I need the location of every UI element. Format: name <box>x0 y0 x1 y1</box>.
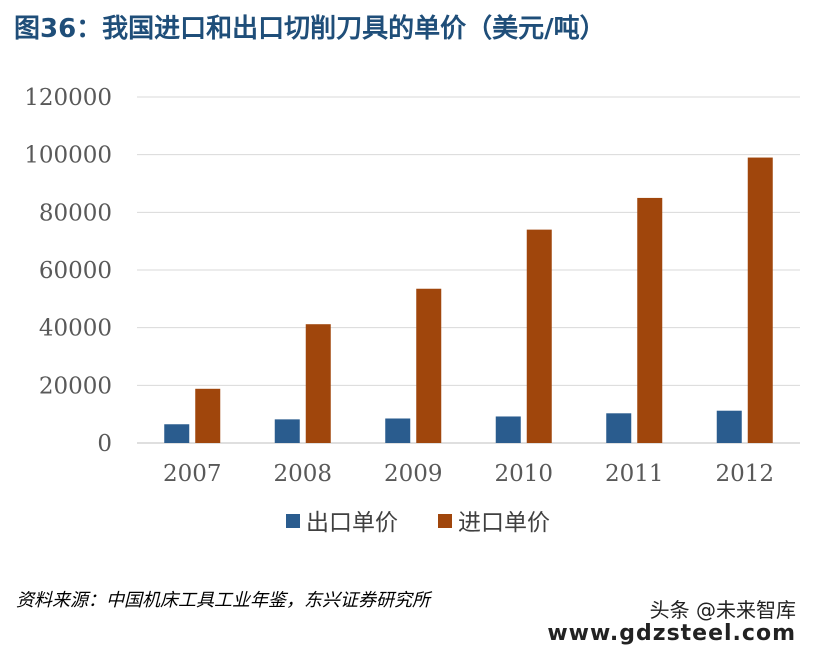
legend-swatch <box>286 514 300 528</box>
x-tick-label: 2011 <box>605 461 664 487</box>
legend: 出口单价 进口单价 <box>286 510 550 536</box>
bar-export-2012 <box>716 410 742 443</box>
bar-import-2012 <box>747 157 773 444</box>
bar-export-2009 <box>385 418 411 443</box>
legend-label: 进口单价 <box>458 510 550 536</box>
y-tick-label: 100000 <box>24 143 112 169</box>
source-note: 资料来源：中国机床工具工业年鉴，东兴证券研究所 <box>16 590 430 611</box>
y-tick-label: 40000 <box>39 316 112 342</box>
watermark: 头条 @未来智库 www.gdzsteel.com <box>547 598 796 646</box>
watermark-url: www.gdzsteel.com <box>547 621 796 646</box>
x-tick-label: 2010 <box>494 461 553 487</box>
y-axis-tick-labels: 0 20000 40000 60000 80000 100000 120000 <box>24 85 112 457</box>
x-tick-label: 2012 <box>715 461 774 487</box>
bar-export-2007 <box>164 424 190 443</box>
y-tick-label: 0 <box>97 431 112 457</box>
y-tick-label: 20000 <box>39 373 112 399</box>
y-tick-label: 60000 <box>39 258 112 284</box>
y-tick-label: 80000 <box>39 200 112 226</box>
bar-import-2011 <box>637 197 663 443</box>
x-tick-label: 2007 <box>163 461 222 487</box>
bar-export-2010 <box>495 416 521 443</box>
bar-import-2009 <box>416 288 442 443</box>
bar-export-2011 <box>606 413 632 443</box>
bar-import-2010 <box>526 229 552 443</box>
bar-import-2008 <box>305 324 331 443</box>
bar-export-2008 <box>274 419 300 443</box>
x-axis-tick-labels: 2007 2008 2009 2010 2011 2012 <box>163 461 774 487</box>
x-tick-label: 2008 <box>273 461 332 487</box>
legend-swatch <box>438 514 452 528</box>
watermark-line1: 头条 @未来智库 <box>649 598 796 622</box>
x-tick-label: 2009 <box>384 461 443 487</box>
chart-title: 图36：我国进口和出口切削刀具的单价（美元/吨） <box>14 14 606 44</box>
bar-import-2007 <box>195 388 221 443</box>
y-tick-label: 120000 <box>24 85 112 111</box>
grid-lines <box>137 96 800 444</box>
bars <box>164 157 773 444</box>
legend-label: 出口单价 <box>306 510 398 536</box>
